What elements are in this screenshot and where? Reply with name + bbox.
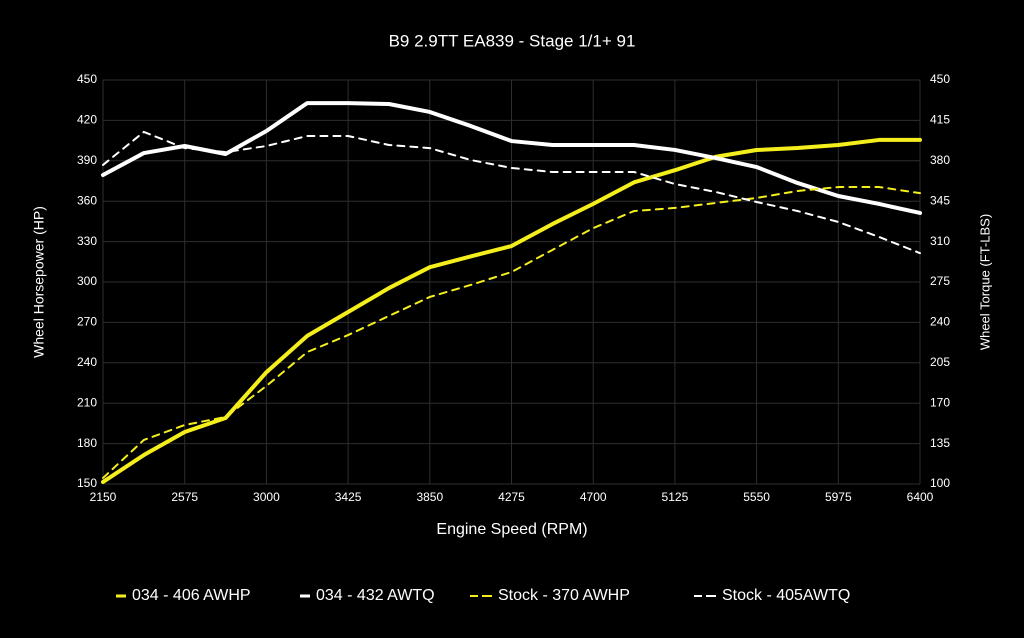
- y-tick-label: 270: [77, 315, 97, 329]
- y2-tick-label: 100: [930, 476, 950, 490]
- x-tick-label: 2150: [90, 490, 117, 504]
- x-tick-label: 4700: [580, 490, 607, 504]
- legend-label: Stock - 405AWTQ: [722, 587, 850, 604]
- y-tick-label: 150: [77, 476, 97, 490]
- y2-tick-label: 205: [930, 355, 950, 369]
- y-tick-label: 420: [77, 113, 97, 127]
- x-tick-label: 5125: [662, 490, 689, 504]
- x-tick-label: 6400: [907, 490, 934, 504]
- y-tick-label: 330: [77, 234, 97, 248]
- series-line: [101, 101, 922, 215]
- y-tick-label: 300: [77, 274, 97, 288]
- y-tick-label: 390: [77, 153, 97, 167]
- y2-tick-label: 415: [930, 113, 950, 127]
- series-line: [102, 130, 921, 255]
- series-line: [101, 137, 922, 484]
- legend-label: 034 - 406 AWHP: [132, 587, 251, 604]
- legend-label: Stock - 370 AWHP: [498, 587, 630, 604]
- x-tick-label: 2575: [171, 490, 198, 504]
- y2-tick-label: 135: [930, 436, 950, 450]
- x-axis-label: Engine Speed (RPM): [436, 521, 587, 538]
- x-tick-label: 4275: [498, 490, 525, 504]
- y-tick-label: 450: [77, 72, 97, 86]
- y2-tick-label: 240: [930, 315, 950, 329]
- y-tick-label: 210: [77, 395, 97, 409]
- legend-label: 034 - 432 AWTQ: [316, 587, 435, 604]
- series-line: [102, 186, 921, 479]
- x-tick-label: 3425: [335, 490, 362, 504]
- y-tick-label: 360: [77, 193, 97, 207]
- y2-tick-label: 345: [930, 193, 950, 207]
- x-tick-label: 3000: [253, 490, 280, 504]
- y-axis-label: Wheel Horsepower (HP): [31, 206, 47, 358]
- x-tick-label: 5975: [825, 490, 852, 504]
- y2-tick-label: 310: [930, 234, 950, 248]
- y-tick-label: 180: [77, 436, 97, 450]
- chart-title: B9 2.9TT EA839 - Stage 1/1+ 91: [389, 31, 636, 50]
- x-tick-label: 5550: [743, 490, 770, 504]
- y2-axis-label: Wheel Torque (FT-LBS): [977, 214, 992, 350]
- y2-tick-label: 170: [930, 395, 950, 409]
- y2-tick-label: 275: [930, 274, 950, 288]
- y2-tick-label: 450: [930, 72, 950, 86]
- y2-tick-label: 380: [930, 153, 950, 167]
- y-tick-label: 240: [77, 355, 97, 369]
- x-tick-label: 3850: [416, 490, 443, 504]
